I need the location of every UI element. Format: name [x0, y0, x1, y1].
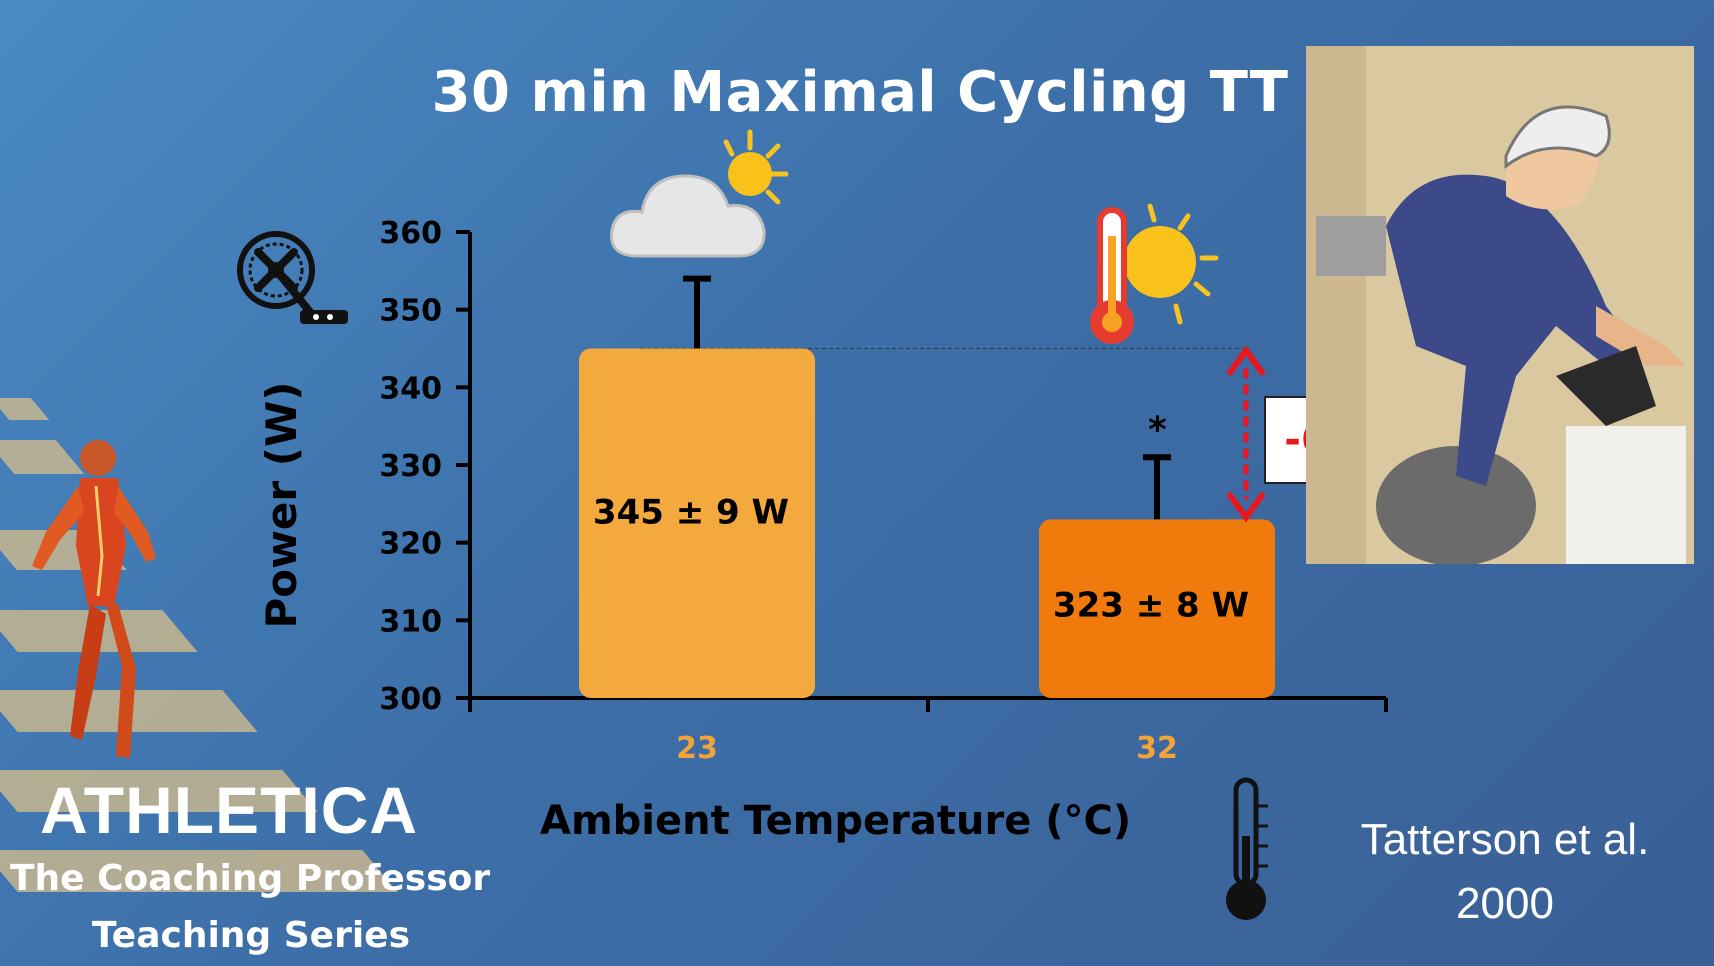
x-tick-label-32: 32 [1136, 731, 1178, 766]
brand-series: Teaching Series [92, 915, 411, 956]
x-tick-label-23: 23 [676, 731, 718, 766]
y-tick-label-300: 300 [379, 682, 442, 717]
chart-title: 30 min Maximal Cycling TT [431, 60, 1289, 125]
y-tick-label-310: 310 [379, 604, 442, 639]
bar-32 [1039, 519, 1275, 698]
cyclist-photo [1306, 46, 1694, 564]
thermometer-icon [1226, 777, 1268, 920]
x-axis-title: Ambient Temperature (°C) [540, 798, 1132, 844]
y-axis-title: Power (W) [257, 382, 306, 629]
y-tick-label-330: 330 [379, 449, 442, 484]
significance-marker: * [1148, 410, 1167, 451]
brand-logo: ATHLETICA [40, 773, 419, 847]
citation-year: 2000 [1456, 879, 1554, 928]
thermometer-sun-icon [1090, 203, 1219, 344]
difference-arrow-head-top [1227, 345, 1265, 376]
bar-value-label-23: 345 ± 9 W [593, 492, 789, 532]
bar-value-label-32: 323 ± 8 W [1053, 586, 1249, 626]
difference-arrow-head-bottom [1227, 492, 1265, 523]
citation-authors: Tatterson et al. [1360, 815, 1650, 864]
runner-figure [32, 440, 156, 758]
brand-subtitle: The Coaching Professor [10, 858, 491, 899]
bar-23 [579, 348, 815, 698]
y-tick-label-350: 350 [379, 294, 442, 329]
y-tick-label-360: 360 [379, 216, 442, 251]
y-tick-label-340: 340 [379, 371, 442, 406]
crankset-icon [237, 231, 348, 324]
citation: Tatterson et al. 2000 [1310, 808, 1700, 936]
y-tick-label-320: 320 [379, 527, 442, 562]
cloud-sun-icon [610, 129, 789, 258]
